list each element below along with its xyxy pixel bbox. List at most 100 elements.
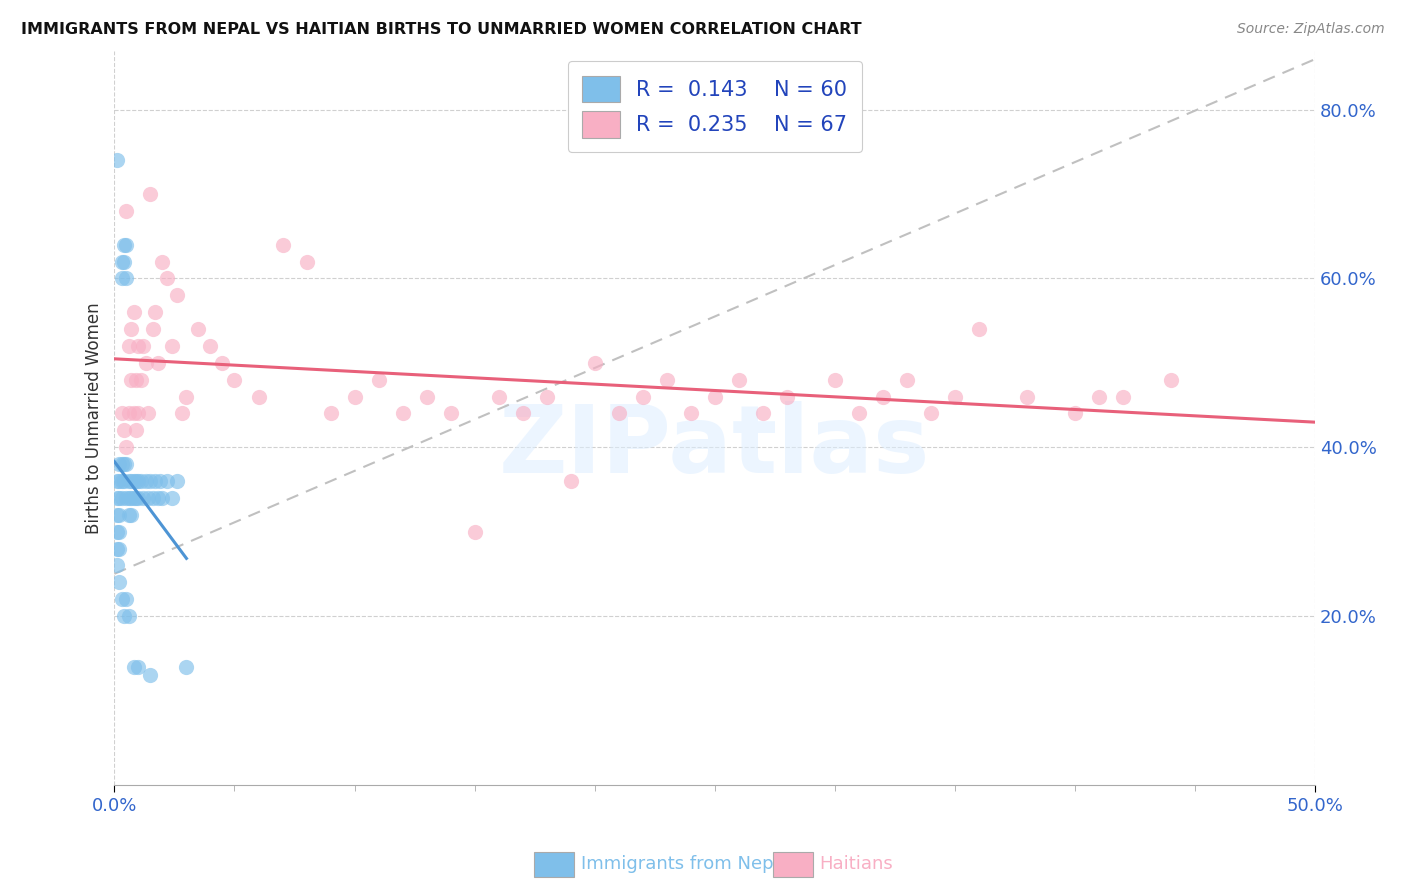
Point [1112,390,1135,404]
Point [391,407,413,421]
Point [105,558,128,573]
Point [112,609,135,624]
Point [560,474,582,488]
Point [156,271,179,285]
Y-axis label: Births to Unmarried Women: Births to Unmarried Women [86,301,103,533]
Point [105,508,128,522]
Point [115,271,138,285]
Point [132,491,155,505]
Point [156,474,179,488]
Point [115,491,138,505]
Point [112,474,135,488]
Point [343,390,366,404]
Point [1015,390,1038,404]
Point [110,592,132,607]
Point [125,491,148,505]
Point [105,153,128,168]
Point [142,322,165,336]
Point [122,659,145,673]
Point [120,373,142,387]
Point [166,474,188,488]
Point [118,508,141,522]
Point [129,474,152,488]
Point [824,373,846,387]
Point [110,474,132,488]
Point [115,592,138,607]
Point [187,322,209,336]
Point [247,390,270,404]
Point [108,508,131,522]
Point [127,659,149,673]
Point [1064,407,1087,421]
Point [440,407,463,421]
Point [110,254,132,268]
Point [295,254,318,268]
Point [132,339,155,353]
Point [120,474,142,488]
Point [122,474,145,488]
Point [110,491,132,505]
Point [112,237,135,252]
Point [607,407,630,421]
Point [166,288,188,302]
Point [367,373,389,387]
Point [108,457,131,471]
Point [105,491,128,505]
Point [583,356,606,370]
Point [122,407,145,421]
Point [152,491,174,505]
Legend: R =  0.143    N = 60, R =  0.235    N = 67: R = 0.143 N = 60, R = 0.235 N = 67 [568,61,862,153]
Point [464,524,486,539]
Point [110,407,132,421]
Point [943,390,966,404]
Point [127,407,149,421]
Text: ZIPatlas: ZIPatlas [499,401,931,493]
Point [120,322,142,336]
Point [752,407,775,421]
Point [146,491,169,505]
Point [488,390,510,404]
Point [122,305,145,319]
Point [224,373,246,387]
Point [115,440,138,454]
Point [135,474,157,488]
Point [143,474,166,488]
Point [848,407,870,421]
Point [118,339,141,353]
Point [160,491,183,505]
Point [143,305,166,319]
Point [139,474,162,488]
Point [160,339,183,353]
Point [110,457,132,471]
Point [920,407,942,421]
Text: Haitians: Haitians [820,855,893,873]
Point [1088,390,1111,404]
Point [211,356,233,370]
Point [108,524,131,539]
Point [120,508,142,522]
Point [122,491,145,505]
Text: IMMIGRANTS FROM NEPAL VS HAITIAN BIRTHS TO UNMARRIED WOMEN CORRELATION CHART: IMMIGRANTS FROM NEPAL VS HAITIAN BIRTHS … [21,22,862,37]
Point [127,339,149,353]
Point [118,407,141,421]
Point [108,575,131,590]
Point [776,390,799,404]
Point [536,390,558,404]
Point [415,390,437,404]
Text: Immigrants from Nepal: Immigrants from Nepal [581,855,790,873]
Point [896,373,918,387]
Point [655,373,678,387]
Point [125,423,148,437]
Point [112,423,135,437]
Point [967,322,990,336]
Point [176,390,198,404]
Point [129,373,152,387]
Point [1160,373,1182,387]
Point [152,254,174,268]
Point [105,524,128,539]
Point [135,356,157,370]
Point [105,474,128,488]
Point [118,491,141,505]
Point [120,491,142,505]
Point [136,491,159,505]
